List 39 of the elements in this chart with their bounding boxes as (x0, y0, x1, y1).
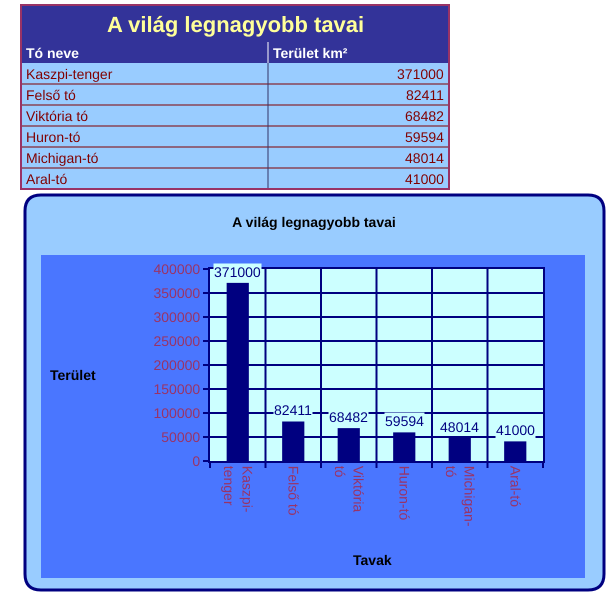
data-label: 59594 (405, 129, 444, 145)
x-tick-label: Huron-tó (396, 466, 413, 520)
x-axis-title: Tavak (353, 552, 392, 568)
category-label: Kaszpi-tenger (26, 66, 113, 82)
y-tick-label: 50000 (161, 428, 200, 445)
text: Tó neve (26, 45, 80, 61)
data-label: 371000 (214, 264, 261, 280)
data-label: 48014 (440, 419, 480, 435)
category-label: Michigan-tó (26, 150, 99, 166)
y-tick-label: 400000 (153, 260, 200, 277)
category-label: Viktória tó (26, 108, 88, 124)
data-label: 371000 (397, 66, 444, 82)
data-label: 48014 (405, 150, 444, 166)
y-axis-title: Terület (50, 367, 96, 383)
y-tick-label: 350000 (153, 284, 200, 301)
x-tick-label: Viktória tó (332, 466, 366, 512)
category-label: Felső tó (26, 87, 76, 103)
data-label: 41000 (496, 422, 536, 438)
x-tick-label: Aral-tó (508, 466, 524, 508)
text: A világ legnagyobb tavai (107, 12, 364, 37)
data-label: 82411 (406, 87, 444, 103)
y-tick-label: 300000 (153, 308, 200, 325)
category-label: Huron-tó (26, 129, 81, 145)
x-tick-label: Kaszpi-tenger (221, 466, 256, 513)
y-tick-label: 0 (192, 452, 200, 469)
y-tick-label: 200000 (153, 356, 200, 373)
x-tick-label: Felső tó (286, 466, 302, 516)
chart-title: A világ legnagyobb tavai (232, 214, 396, 230)
x-tick-label: Michigan-tó (443, 466, 478, 527)
data-label: 68482 (405, 108, 444, 124)
category-label: Aral-tó (26, 171, 68, 187)
data-label: 82411 (274, 402, 312, 418)
data-label: 59594 (385, 413, 424, 429)
y-tick-label: 250000 (153, 332, 200, 349)
y-tick-label: 150000 (153, 380, 200, 397)
data-label: 41000 (405, 171, 444, 187)
text: Terület km² (273, 45, 348, 61)
y-tick-label: 100000 (153, 404, 200, 421)
data-label: 68482 (329, 409, 368, 425)
